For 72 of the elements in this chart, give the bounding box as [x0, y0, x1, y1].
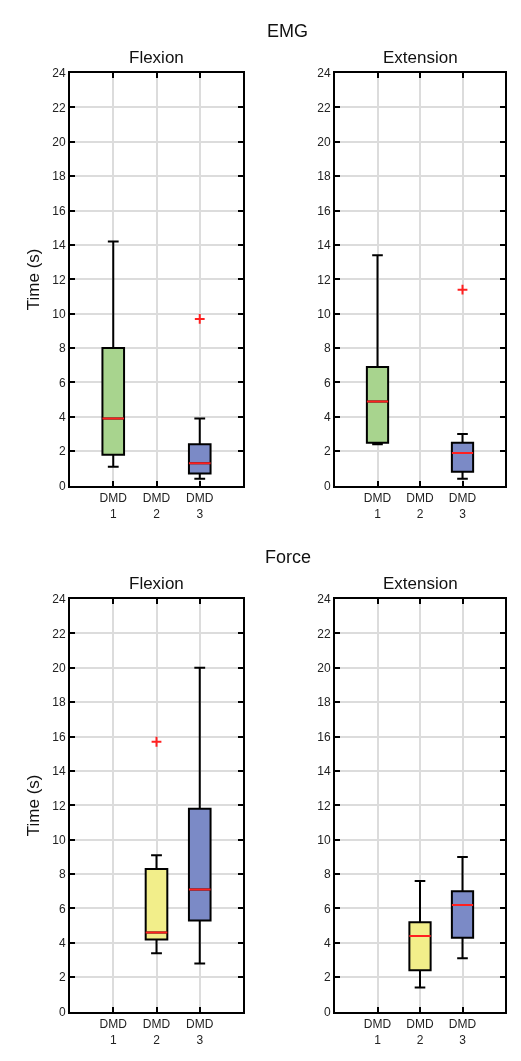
chart-title: Flexion [129, 574, 184, 593]
y-tick-label: 8 [58, 341, 66, 356]
y-tick-label: 8 [323, 867, 331, 882]
x-tick-label: DMD 1 [99, 491, 128, 521]
y-tick-label: 10 [317, 306, 331, 321]
y-tick-label: 14 [317, 238, 331, 253]
y-tick-label: 12 [317, 798, 331, 813]
y-tick-label: 20 [317, 661, 331, 676]
y-tick-label: 0 [58, 1004, 66, 1019]
chart-title: Extension [383, 574, 458, 593]
y-tick-label: 22 [317, 626, 331, 641]
y-tick-label: 0 [323, 1004, 331, 1019]
y-tick-label: 8 [58, 867, 66, 882]
y-tick-label: 2 [323, 970, 331, 985]
x-tick-label: DMD 1 [363, 491, 392, 521]
y-tick-label: 24 [317, 592, 331, 607]
y-tick-label: 24 [52, 66, 66, 81]
y-tick-label: 4 [58, 936, 66, 951]
y-tick-label: 16 [317, 203, 331, 218]
y-tick-label: 14 [52, 238, 66, 253]
y-tick-label: 12 [52, 272, 66, 287]
x-tick-label: DMD 3 [448, 1016, 477, 1047]
y-tick-label: 12 [317, 272, 331, 287]
y-tick-label: 0 [323, 478, 331, 493]
y-tick-label: 16 [52, 203, 66, 218]
y-tick-label: 24 [317, 66, 331, 81]
y-tick-label: 4 [323, 410, 331, 425]
y-tick-label: 16 [52, 729, 66, 744]
y-tick-label: 2 [323, 444, 331, 459]
y-tick-label: 10 [52, 306, 66, 321]
y-tick-label: 18 [317, 169, 331, 184]
y-tick-label: 22 [52, 626, 66, 641]
y-axis-title: Time (s) [24, 774, 44, 837]
y-tick-label: 14 [317, 764, 331, 779]
chart-title: Flexion [129, 48, 184, 67]
y-tick-label: 18 [317, 695, 331, 710]
x-tick-label: DMD 1 [99, 1016, 128, 1047]
y-tick-label: 18 [52, 169, 66, 184]
x-tick-label: DMD 2 [406, 1016, 434, 1047]
y-tick-label: 14 [52, 764, 66, 779]
x-tick-label: DMD 2 [142, 1016, 171, 1047]
x-tick-label: DMD 2 [406, 491, 434, 521]
y-tick-label: 4 [58, 410, 66, 425]
y-axis-title: Time (s) [24, 248, 44, 311]
y-tick-label: 4 [323, 936, 331, 951]
y-tick-label: 12 [52, 798, 66, 813]
y-tick-label: 2 [58, 970, 66, 985]
y-tick-label: 20 [52, 135, 66, 150]
x-tick-label: DMD 3 [186, 1016, 214, 1047]
y-tick-label: 0 [58, 478, 66, 493]
y-tick-label: 24 [52, 592, 66, 607]
text: Force [265, 547, 312, 567]
y-tick-label: 22 [317, 100, 331, 115]
y-tick-label: 8 [323, 341, 331, 356]
y-tick-label: 22 [52, 100, 66, 115]
y-tick-label: 6 [58, 901, 66, 916]
y-tick-label: 10 [317, 832, 331, 847]
y-tick-label: 16 [317, 729, 331, 744]
y-tick-label: 20 [52, 661, 66, 676]
y-tick-label: 2 [58, 444, 66, 459]
x-tick-label: DMD 1 [363, 1016, 392, 1047]
text: EMG [267, 21, 309, 41]
x-tick-label: DMD 3 [186, 491, 214, 521]
x-tick-label: DMD 2 [142, 491, 171, 521]
y-tick-label: 10 [52, 832, 66, 847]
x-tick-label: DMD 3 [448, 491, 477, 521]
y-tick-label: 6 [58, 375, 66, 390]
y-tick-label: 20 [317, 135, 331, 150]
y-tick-label: 6 [323, 375, 331, 390]
y-tick-label: 18 [52, 695, 66, 710]
y-tick-label: 6 [323, 901, 331, 916]
chart-title: Extension [383, 48, 458, 67]
